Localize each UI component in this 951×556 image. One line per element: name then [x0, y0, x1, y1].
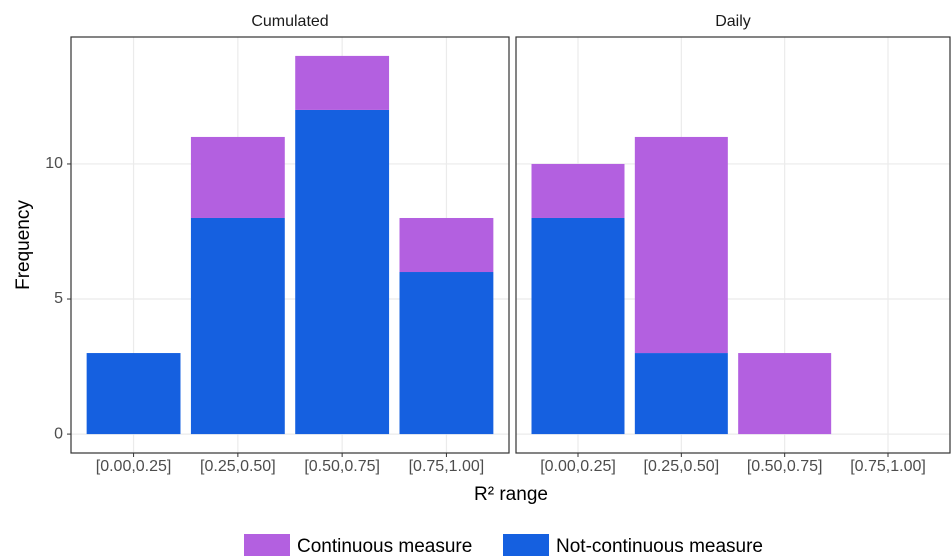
y-axis-title: Frequency — [13, 200, 34, 290]
bar — [295, 109, 390, 435]
bar — [86, 353, 181, 435]
bar — [531, 217, 625, 435]
bar — [634, 136, 728, 354]
x-tick-label: [0.75,1.00] — [409, 458, 485, 475]
bar — [634, 353, 728, 435]
x-tick-label: [0.25,0.50] — [200, 458, 276, 475]
bar — [190, 217, 285, 435]
bar — [738, 353, 832, 435]
legend-key — [244, 534, 290, 556]
legend-key — [503, 534, 549, 556]
x-tick-label: [0.00,0.25] — [96, 458, 172, 475]
x-tick-label: [0.00,0.25] — [540, 458, 616, 475]
bar — [399, 272, 494, 435]
bar — [190, 136, 285, 218]
x-tick-label: [0.25,0.50] — [644, 458, 720, 475]
facet-title: Daily — [715, 13, 751, 30]
panel-border — [70, 36, 510, 454]
x-axis-title: R² range — [474, 484, 548, 505]
y-tick-label: 10 — [45, 155, 63, 172]
bar — [531, 163, 625, 218]
x-tick-label: [0.50,0.75] — [747, 458, 823, 475]
bar — [399, 217, 494, 273]
panel-border — [515, 36, 951, 454]
x-tick-label: [0.75,1.00] — [850, 458, 926, 475]
facet-title: Cumulated — [251, 13, 328, 30]
legend-label: Not-continuous measure — [556, 536, 763, 556]
legend-label: Continuous measure — [297, 536, 472, 556]
y-tick-label: 5 — [54, 290, 63, 307]
y-tick-label: 0 — [54, 425, 63, 442]
bar — [295, 55, 390, 110]
x-tick-label: [0.50,0.75] — [304, 458, 380, 475]
